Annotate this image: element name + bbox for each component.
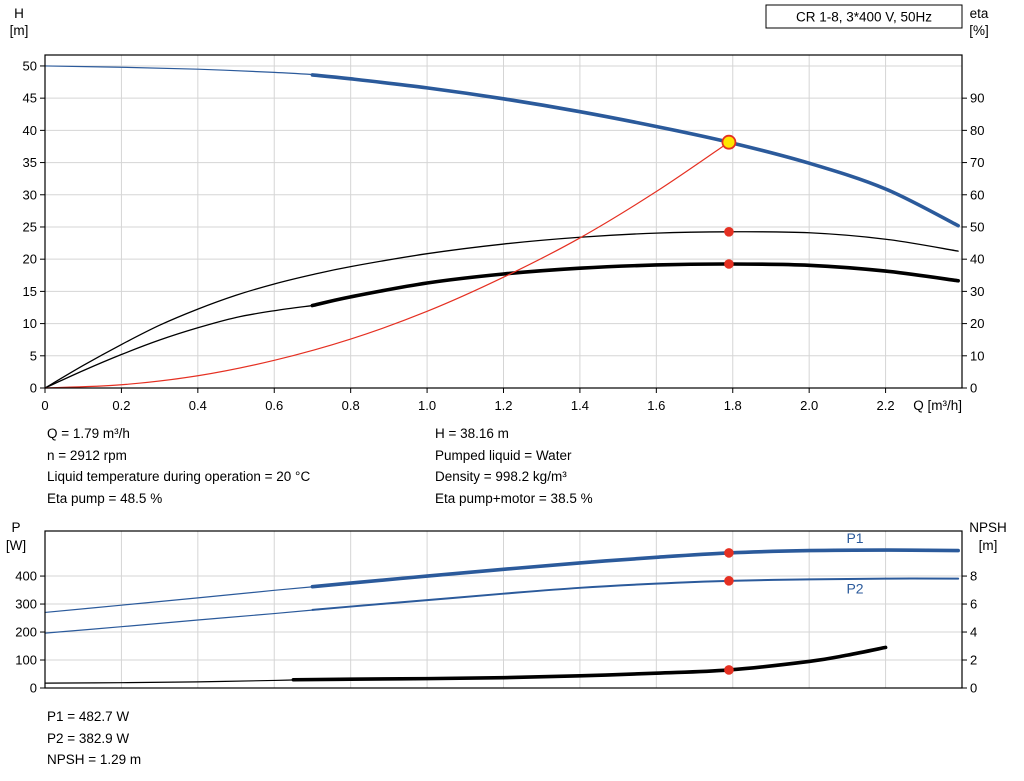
tick-label-right: 6 (970, 597, 977, 612)
tick-label-x: 1.8 (724, 398, 742, 413)
tick-label-right: 0 (970, 681, 977, 696)
y-axis-title-right: NPSH (969, 520, 1007, 535)
p2-operating-point (724, 576, 734, 586)
y-axis-title-right: eta (970, 6, 989, 21)
tick-label-right: 8 (970, 569, 977, 584)
power-npsh-chart[interactable]: 0 100 200 300 400 0 2 4 6 8 P [W] NPSH [m] P1 P2 (0, 505, 1024, 700)
y-axis-title-right: [%] (969, 23, 989, 38)
operating-data-left: Q = 1.79 m³/h n = 2912 rpm Liquid temper… (47, 423, 435, 509)
y-axis-title-left: H (14, 6, 24, 21)
tick-label-x: 2.2 (877, 398, 895, 413)
pumped-liquid-value: Pumped liquid = Water (435, 447, 572, 463)
liquid-temperature-value: Liquid temperature during operation = 20… (47, 469, 311, 484)
tick-label-left: 35 (23, 155, 37, 170)
eta-pump-value: Eta pump = 48.5 % (47, 490, 163, 506)
npsh-curve-extension (44, 679, 306, 684)
tick-label-left: 10 (23, 316, 37, 331)
tick-label-x: 0.6 (265, 398, 283, 413)
tick-label-right: 80 (970, 123, 984, 138)
y-axis-title-right: [m] (979, 538, 998, 553)
tick-label-left: 20 (23, 252, 37, 267)
eta-pump-motor-extension (44, 304, 314, 389)
tick-label-left: 45 (23, 91, 37, 106)
hq-eta-chart[interactable]: 0 5 10 15 20 25 30 35 40 45 50 0 10 20 30 40 50 60 70 80 90 0… (0, 0, 1024, 420)
tick-label-right: 90 (970, 91, 984, 106)
tick-label-right: 50 (970, 219, 984, 234)
tick-label-right: 0 (970, 381, 977, 396)
tick-label-left: 300 (15, 597, 37, 612)
tick-label-right: 20 (970, 316, 984, 331)
eta-pump-curve (44, 231, 959, 389)
p1-curve-extension (44, 585, 321, 614)
pump-title-box (765, 4, 963, 29)
tick-label-left: 30 (23, 187, 37, 202)
tick-label-right: 4 (970, 625, 977, 640)
curve-label-p2: P2 (846, 580, 863, 596)
tick-label-left: 0 (30, 381, 37, 396)
tick-label-x: 0 (41, 398, 48, 413)
pump-title: CR 1-8, 3*400 V, 50Hz (796, 10, 932, 25)
tick-label-left: 0 (30, 681, 37, 696)
head-curve (310, 73, 960, 228)
duty-point[interactable] (721, 134, 737, 150)
npsh-value: NPSH = 1.29 m (47, 752, 142, 767)
tick-label-x: 1.2 (494, 398, 512, 413)
plot-border (44, 530, 963, 689)
p1-value: P1 = 482.7 W (47, 709, 130, 724)
tick-label-x: 0.4 (189, 398, 207, 413)
x-axis-title: Q [m³/h] (913, 398, 962, 413)
flow-value: Q = 1.79 m³/h (47, 426, 130, 441)
tick-label-right: 2 (970, 653, 977, 668)
p1-operating-point (724, 548, 734, 558)
tick-label-x: 2.0 (800, 398, 818, 413)
tick-label-x: 1.4 (571, 398, 589, 413)
p2-curve (311, 577, 960, 611)
operating-data-block: Q = 1.79 m³/h n = 2912 rpm Liquid temper… (47, 423, 823, 509)
tick-label-left: 5 (30, 348, 37, 363)
tick-label-x: 1.6 (647, 398, 665, 413)
tick-label-x: 0.2 (112, 398, 130, 413)
power-data-block: P1 = 482.7 W P2 = 382.9 W NPSH = 1.29 m (47, 706, 141, 771)
y-axis-title-left: P (11, 520, 20, 535)
tick-label-right: 40 (970, 252, 984, 267)
speed-value: n = 2912 rpm (47, 447, 127, 463)
head-value: H = 38.16 m (435, 426, 509, 441)
tick-label-left: 100 (15, 653, 37, 668)
npsh-operating-point (724, 665, 734, 675)
tick-label-left: 15 (23, 284, 37, 299)
eta-pump-motor-value: Eta pump+motor = 38.5 % (435, 490, 593, 506)
tick-label-right: 10 (970, 348, 984, 363)
system-curve (44, 141, 730, 389)
tick-label-right: 60 (970, 187, 984, 202)
npsh-curve (291, 645, 888, 682)
tick-label-left: 50 (23, 58, 37, 73)
y-axis-title-left: [m] (10, 23, 29, 38)
tick-label-left: 200 (15, 625, 37, 640)
tick-label-left: 400 (15, 569, 37, 584)
tick-label-x: 1.0 (418, 398, 436, 413)
operating-data-right: H = 38.16 m Pumped liquid = Water Densit… (435, 423, 823, 509)
tick-label-right: 70 (970, 155, 984, 170)
tick-label-left: 40 (23, 123, 37, 138)
head-curve-extension (44, 65, 321, 76)
eta-pump-operating-point (724, 227, 734, 237)
p2-curve-extension (44, 608, 321, 634)
tick-label-x: 0.8 (342, 398, 360, 413)
y-axis-title-left: [W] (6, 538, 26, 553)
eta-pump-motor-curve (310, 262, 960, 308)
tick-label-left: 25 (23, 219, 37, 234)
eta-pump-motor-operating-point (724, 259, 734, 269)
p2-value: P2 = 382.9 W (47, 730, 130, 746)
density-value: Density = 998.2 kg/m³ (435, 469, 567, 484)
p1-curve (310, 548, 960, 589)
tick-label-right: 30 (970, 284, 984, 299)
curve-label-p1: P1 (846, 530, 863, 546)
